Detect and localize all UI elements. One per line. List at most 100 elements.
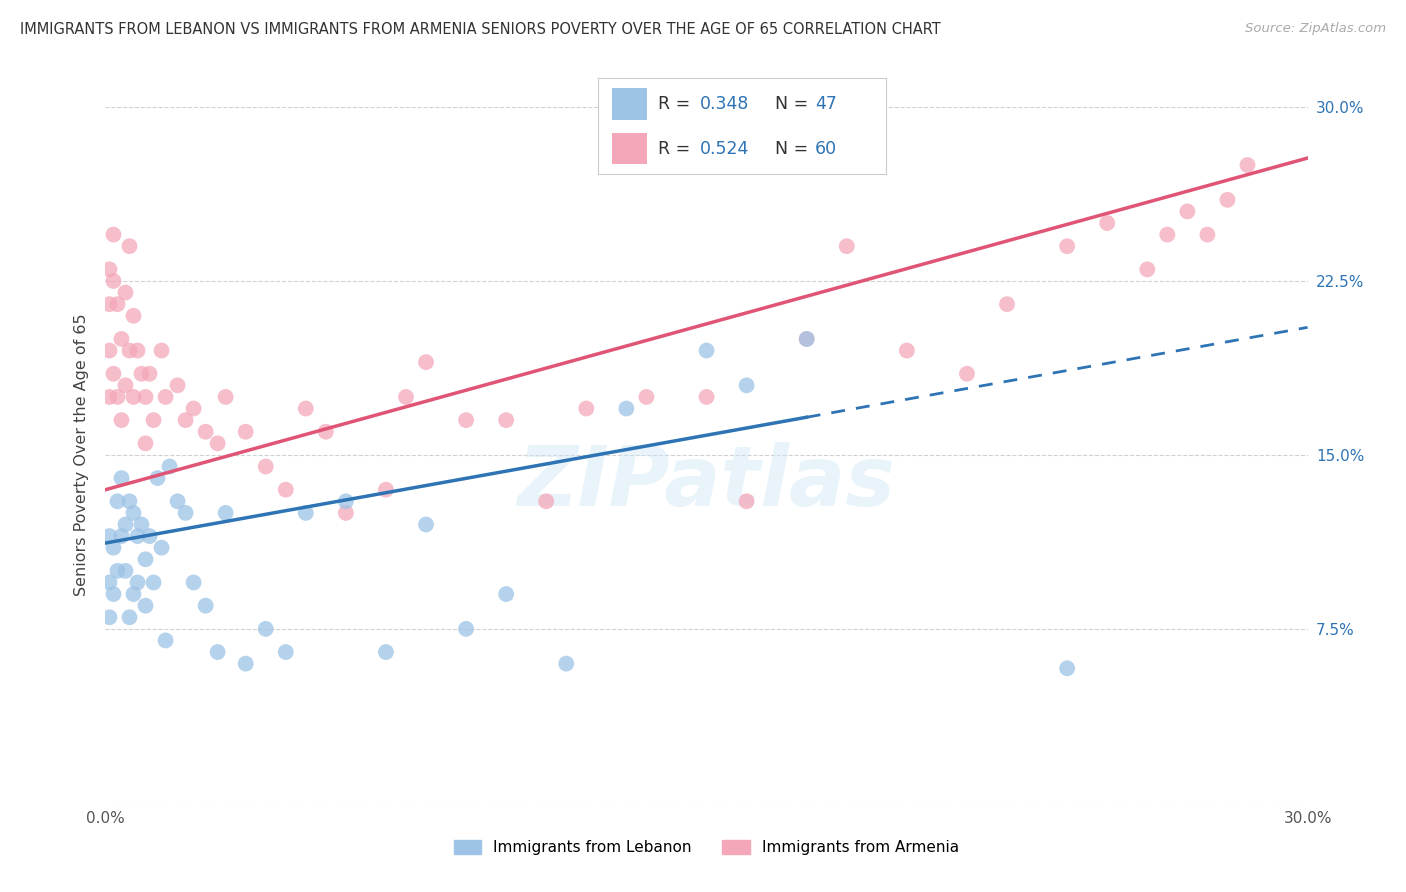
Text: N =: N = bbox=[775, 140, 814, 158]
Point bbox=[166, 494, 188, 508]
Point bbox=[395, 390, 418, 404]
Point bbox=[1197, 227, 1219, 242]
Point bbox=[214, 390, 236, 404]
Point bbox=[118, 239, 141, 253]
FancyBboxPatch shape bbox=[612, 133, 647, 164]
Point bbox=[107, 564, 129, 578]
Text: R =: R = bbox=[658, 95, 696, 112]
Point bbox=[696, 343, 718, 358]
Point bbox=[335, 506, 357, 520]
Point bbox=[110, 529, 132, 543]
Point bbox=[114, 285, 136, 300]
Point bbox=[796, 332, 818, 346]
Point bbox=[235, 657, 257, 671]
Point bbox=[142, 575, 165, 590]
Text: N =: N = bbox=[775, 95, 814, 112]
Point bbox=[107, 390, 129, 404]
Point bbox=[103, 541, 125, 555]
Point bbox=[135, 552, 157, 566]
Text: 0.524: 0.524 bbox=[700, 140, 749, 158]
Point bbox=[575, 401, 598, 416]
Point bbox=[796, 332, 818, 346]
Point bbox=[122, 309, 145, 323]
Point bbox=[122, 587, 145, 601]
Point bbox=[166, 378, 188, 392]
Point bbox=[98, 262, 121, 277]
Point bbox=[159, 459, 181, 474]
Point bbox=[138, 529, 160, 543]
Point bbox=[454, 413, 477, 427]
Point bbox=[114, 378, 136, 392]
Text: R =: R = bbox=[658, 140, 696, 158]
Point bbox=[214, 506, 236, 520]
Point bbox=[118, 343, 141, 358]
Point bbox=[122, 390, 145, 404]
Point bbox=[183, 401, 205, 416]
Point bbox=[1216, 193, 1239, 207]
Point bbox=[295, 506, 318, 520]
Point bbox=[98, 297, 121, 311]
Point bbox=[122, 506, 145, 520]
Point bbox=[1097, 216, 1119, 230]
Text: 0.348: 0.348 bbox=[700, 95, 749, 112]
Point bbox=[131, 367, 153, 381]
Point bbox=[495, 413, 517, 427]
Point bbox=[103, 227, 125, 242]
FancyBboxPatch shape bbox=[612, 88, 647, 120]
Text: ZIPatlas: ZIPatlas bbox=[517, 442, 896, 524]
Point bbox=[107, 297, 129, 311]
Point bbox=[1056, 661, 1078, 675]
Point bbox=[150, 343, 173, 358]
Point bbox=[1056, 239, 1078, 253]
Point bbox=[555, 657, 578, 671]
Point bbox=[616, 401, 638, 416]
Point bbox=[110, 471, 132, 485]
Point bbox=[735, 494, 758, 508]
Point bbox=[254, 459, 277, 474]
Point bbox=[98, 390, 121, 404]
Point bbox=[254, 622, 277, 636]
Point bbox=[150, 541, 173, 555]
Text: Source: ZipAtlas.com: Source: ZipAtlas.com bbox=[1246, 22, 1386, 36]
Point bbox=[274, 483, 297, 497]
Point bbox=[103, 274, 125, 288]
Point bbox=[118, 610, 141, 624]
Point bbox=[207, 645, 229, 659]
Point bbox=[415, 517, 437, 532]
Point bbox=[315, 425, 337, 439]
Point bbox=[98, 343, 121, 358]
Text: 60: 60 bbox=[815, 140, 838, 158]
Point bbox=[956, 367, 979, 381]
Point bbox=[103, 587, 125, 601]
Point bbox=[138, 367, 160, 381]
Point bbox=[135, 599, 157, 613]
Point bbox=[194, 599, 217, 613]
Point bbox=[174, 506, 197, 520]
Y-axis label: Seniors Poverty Over the Age of 65: Seniors Poverty Over the Age of 65 bbox=[75, 314, 90, 596]
Point bbox=[235, 425, 257, 439]
Point bbox=[374, 483, 398, 497]
Point bbox=[454, 622, 477, 636]
Point bbox=[1136, 262, 1159, 277]
Point bbox=[495, 587, 517, 601]
Point bbox=[636, 390, 658, 404]
Point bbox=[896, 343, 918, 358]
Point bbox=[835, 239, 858, 253]
Point bbox=[335, 494, 357, 508]
Point bbox=[1177, 204, 1199, 219]
Point bbox=[415, 355, 437, 369]
Point bbox=[534, 494, 557, 508]
Point bbox=[155, 633, 177, 648]
Point bbox=[183, 575, 205, 590]
Point bbox=[142, 413, 165, 427]
Point bbox=[110, 413, 132, 427]
Point bbox=[127, 343, 149, 358]
Legend: Immigrants from Lebanon, Immigrants from Armenia: Immigrants from Lebanon, Immigrants from… bbox=[447, 833, 966, 862]
Point bbox=[696, 390, 718, 404]
Point bbox=[735, 378, 758, 392]
Point bbox=[146, 471, 169, 485]
Point bbox=[114, 564, 136, 578]
Text: IMMIGRANTS FROM LEBANON VS IMMIGRANTS FROM ARMENIA SENIORS POVERTY OVER THE AGE : IMMIGRANTS FROM LEBANON VS IMMIGRANTS FR… bbox=[20, 22, 941, 37]
Point bbox=[118, 494, 141, 508]
Point bbox=[127, 575, 149, 590]
